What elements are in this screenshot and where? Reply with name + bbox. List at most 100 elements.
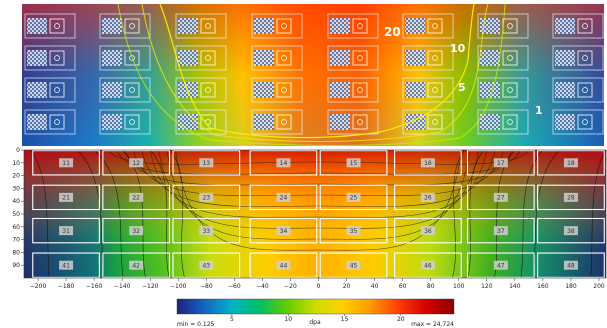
cell-label-bg: [199, 260, 214, 270]
cell-43: 43: [172, 252, 241, 278]
contour-side-4: [149, 149, 485, 279]
cell-label-bg: [420, 260, 435, 270]
x-axis: −200 −180 −160 −140 −120 −100 −80 −60 −40 −20 0 20 4…: [30, 278, 605, 290]
cell-label-bg: [563, 226, 578, 236]
cell-number: 11: [62, 160, 70, 167]
module-35: [327, 77, 379, 103]
cell-number: 16: [424, 160, 432, 167]
cell-number: 48: [567, 262, 575, 269]
cell-number: 21: [62, 195, 70, 202]
cell-border: [319, 252, 388, 278]
x-tick-label: −20: [284, 283, 297, 290]
cell-number: 24: [280, 195, 288, 202]
cell-28: 28: [537, 184, 605, 211]
cell-label-bg: [346, 260, 361, 270]
module-45: [327, 109, 379, 135]
cell-border: [172, 252, 241, 278]
contour-arc-6: [158, 149, 479, 229]
cell-border: [172, 150, 241, 176]
cell-border: [394, 150, 462, 176]
cell-number: 34: [280, 228, 288, 235]
colorbar-scale: [176, 298, 455, 315]
colorbar-tick-label: 5: [230, 316, 234, 323]
isoline-10: [141, 3, 489, 142]
cell-31: 31: [32, 217, 100, 244]
x-tick-label: 100: [453, 283, 465, 290]
cell-34: 34: [249, 217, 318, 244]
colorbar-tick-label: 10: [284, 316, 292, 323]
x-tick-label: −160: [86, 283, 103, 290]
cell-label-bg: [129, 192, 144, 202]
cell-label-bg: [276, 260, 291, 270]
cell-label-bg: [276, 226, 291, 236]
cell-27: 27: [466, 184, 535, 211]
cell-number: 31: [62, 228, 70, 235]
cell-14: 14: [249, 150, 318, 176]
contour-label-1: 1: [535, 104, 543, 117]
cell-border: [172, 217, 241, 244]
cell-label-bg: [276, 158, 291, 168]
cell-label-bg: [420, 192, 435, 202]
cell-border: [102, 252, 171, 278]
cell-number: 25: [350, 195, 358, 202]
cell-border: [102, 150, 171, 176]
heatmap-shading: [24, 150, 606, 278]
y-tick-label: 90: [12, 262, 20, 269]
contour-arc-7: [166, 149, 471, 240]
cell-label-bg: [563, 192, 578, 202]
cell-number: 36: [424, 228, 432, 235]
cell-border: [537, 217, 605, 244]
cell-label-bg: [493, 158, 508, 168]
cell-number: 18: [567, 160, 575, 167]
contour-arc-8: [175, 149, 462, 251]
cell-border: [249, 217, 318, 244]
colorbar-ticks: 5 10 15 20: [230, 314, 405, 323]
x-tick-label: 20: [343, 283, 351, 290]
module-36: [402, 77, 454, 103]
x-tick-label: −120: [142, 283, 159, 290]
cell-border: [466, 217, 535, 244]
cell-border: [319, 184, 388, 211]
module-21: [24, 45, 76, 71]
colorbar-tick-label: 15: [341, 316, 349, 323]
cell-47: 47: [466, 252, 535, 278]
cell-label-bg: [129, 226, 144, 236]
cell-label-bg: [420, 158, 435, 168]
cell-label-bg: [199, 226, 214, 236]
cell-18: 18: [537, 150, 605, 176]
heatmap-plot: 11 12 13 14 15 16 17 18 21 22 23 24 25 26 27 28 31 32 33 34…: [12, 147, 607, 290]
cell-number: 12: [132, 160, 140, 167]
x-tick-label: 80: [427, 283, 435, 290]
colorbar-max-label: max = 24.724: [411, 321, 454, 328]
cell-36: 36: [394, 217, 462, 244]
cell-45: 45: [319, 252, 388, 278]
cell-33: 33: [172, 217, 241, 244]
module-31: [24, 77, 76, 103]
y-tick-label: 10: [12, 160, 20, 167]
y-tick-label: 50: [12, 211, 20, 218]
x-tick-label: 0: [317, 283, 321, 290]
cell-label-bg: [346, 158, 361, 168]
cell-label-bg: [420, 226, 435, 236]
cell-35: 35: [319, 217, 388, 244]
cell-label-bg: [563, 260, 578, 270]
cell-label-bg: [346, 192, 361, 202]
colorbar-tick-label: 20: [397, 316, 405, 323]
cell-border: [537, 252, 605, 278]
cell-number: 14: [280, 160, 288, 167]
cell-24: 24: [249, 184, 318, 211]
module-41: [24, 109, 76, 135]
cell-border: [249, 252, 318, 278]
cell-label-bg: [563, 158, 578, 168]
contour-label-5: 5: [458, 81, 466, 94]
x-tick-label: −40: [256, 283, 269, 290]
cell-42: 42: [102, 252, 171, 278]
x-tick-label: −200: [30, 283, 47, 290]
cell-number: 47: [497, 262, 505, 269]
cell-border: [466, 150, 535, 176]
contour-arc-2: [124, 149, 513, 186]
module-25: [327, 45, 379, 71]
x-tick-label: 180: [565, 283, 577, 290]
module-24: [251, 45, 303, 71]
